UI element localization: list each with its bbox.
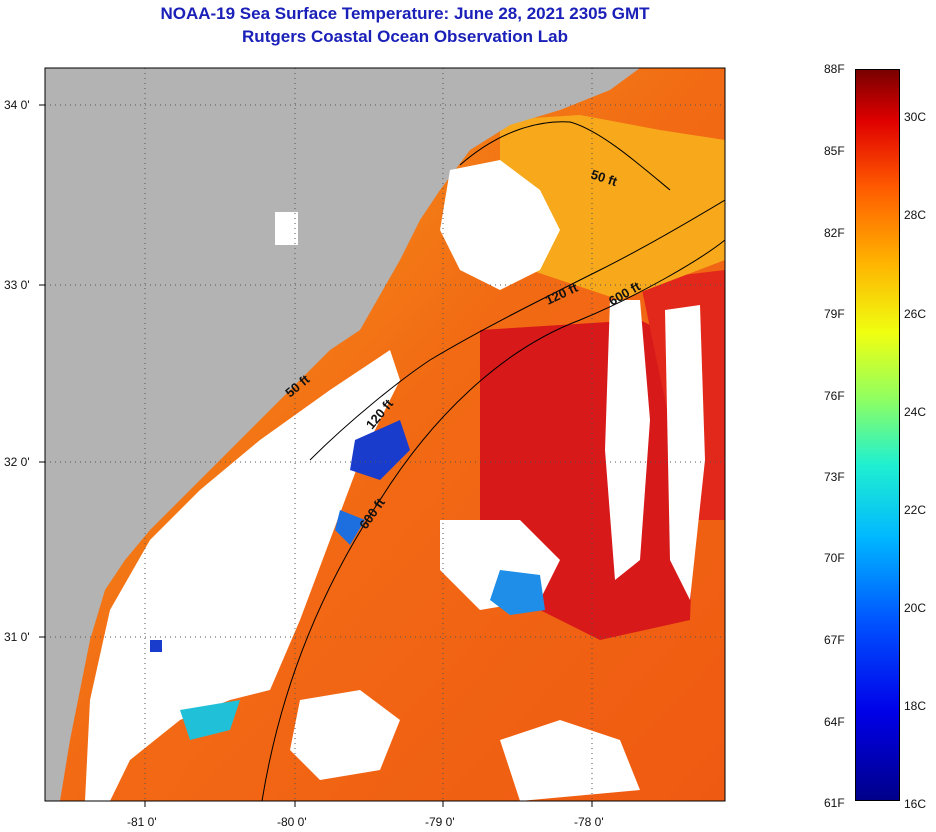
cb-f-61: 61F: [824, 796, 845, 810]
contour-120ft: [309, 199, 725, 461]
cb-f-70: 70F: [824, 551, 845, 565]
cb-f-73: 73F: [824, 470, 845, 484]
temperature-colorbar: [855, 69, 900, 801]
cloud-island: [275, 212, 298, 245]
cool-patch-3: [490, 570, 545, 615]
cloud-south: [290, 690, 400, 780]
cool-patch-1: [350, 420, 410, 480]
map-subtitle: Rutgers Coastal Ocean Observation Lab: [242, 27, 568, 46]
contour-50ft-edge: [459, 121, 671, 191]
lat-label-31: 31 0': [4, 630, 30, 644]
cb-f-67: 67F: [824, 633, 845, 647]
lon-label-79: -79 0': [425, 815, 455, 829]
cloud-north: [440, 160, 560, 290]
cb-c-26: 26C: [904, 307, 927, 321]
cb-f-79: 79F: [824, 307, 845, 321]
cool-patch-5: [150, 640, 162, 652]
cloud-strip-1: [605, 300, 650, 580]
cb-c-22: 22C: [904, 503, 927, 517]
cloud-strip-2: [665, 305, 705, 600]
map-title: NOAA-19 Sea Surface Temperature: June 28…: [160, 4, 650, 23]
cb-f-76: 76F: [824, 389, 845, 403]
lat-label-34: 34 0': [4, 98, 30, 112]
cb-f-88: 88F: [824, 62, 845, 76]
cb-f-85: 85F: [824, 144, 845, 158]
cb-f-82: 82F: [824, 226, 845, 240]
cool-patch-4: [180, 700, 240, 740]
cb-c-16: 16C: [904, 797, 927, 811]
map-frame: [44, 67, 726, 802]
cb-c-24: 24C: [904, 405, 927, 419]
cb-c-28: 28C: [904, 208, 927, 222]
lon-label-80: -80 0': [277, 815, 307, 829]
lat-label-33: 33 0': [4, 278, 30, 292]
cloud-southeast: [500, 720, 640, 801]
coastal-cloud: [85, 350, 400, 801]
cb-c-18: 18C: [904, 699, 927, 713]
lon-label-78: -78 0': [574, 815, 604, 829]
northern-shelf: [500, 115, 725, 300]
lat-label-32: 32 0': [4, 455, 30, 469]
contour-600ft: [261, 239, 725, 801]
cool-patch-2: [335, 510, 365, 545]
cb-f-64: 64F: [824, 715, 845, 729]
cb-c-30: 30C: [904, 110, 927, 124]
lon-label-81: -81 0': [127, 815, 157, 829]
cb-c-20: 20C: [904, 601, 927, 615]
land-area: [45, 68, 640, 801]
